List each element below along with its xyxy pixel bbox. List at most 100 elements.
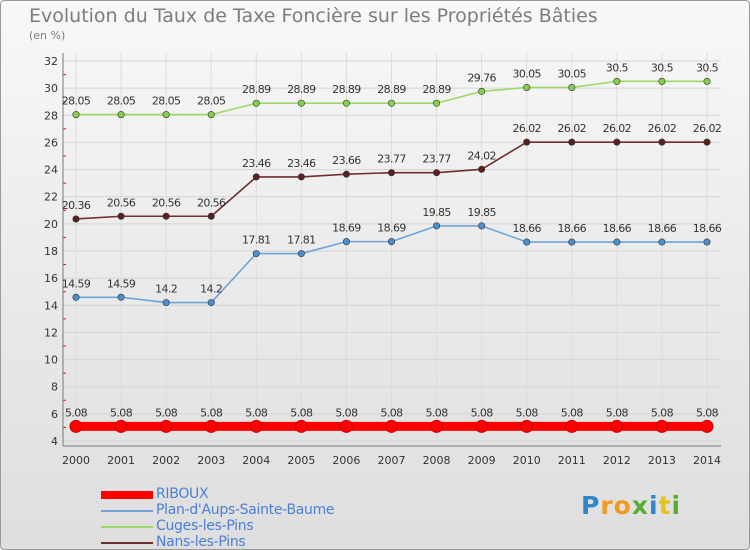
x-tick-label: 2013 <box>648 454 676 467</box>
data-label: 26.02 <box>648 122 677 135</box>
data-label: 23.77 <box>377 153 406 166</box>
legend-label-riboux: RIBOUX <box>156 486 209 502</box>
y-tick-label: 18 <box>44 245 58 258</box>
logo-letter: r <box>600 491 614 520</box>
data-point <box>72 293 80 301</box>
legend-item-riboux: RIBOUX <box>101 486 401 503</box>
data-label: 20.56 <box>152 196 181 209</box>
data-point <box>700 419 714 433</box>
legend-label-plan-d-aups: Plan-d'Aups-Sainte-Baume <box>156 502 335 518</box>
data-label: 26.02 <box>603 122 632 135</box>
data-point <box>613 77 621 85</box>
data-point <box>207 299 215 307</box>
data-point <box>703 77 711 85</box>
data-point <box>523 238 531 246</box>
legend: RIBOUX Plan-d'Aups-Sainte-Baume Cuges-le… <box>101 486 401 550</box>
grid <box>63 53 721 446</box>
data-label: 18.69 <box>377 222 406 235</box>
data-point <box>252 250 260 258</box>
data-label: 14.59 <box>62 277 91 290</box>
data-label: 5.08 <box>245 406 268 419</box>
data-point <box>703 138 711 146</box>
data-point <box>207 111 215 119</box>
legend-label-nans-les-pins: Nans-les-Pins <box>156 534 246 550</box>
data-point <box>249 419 263 433</box>
x-tick-label: 2007 <box>378 454 406 467</box>
data-label: 30.05 <box>558 67 587 80</box>
y-tick-label: 16 <box>44 272 58 285</box>
data-point <box>342 238 350 246</box>
data-label: 17.81 <box>242 234 271 247</box>
data-point <box>72 111 80 119</box>
data-label: 28.89 <box>287 83 316 96</box>
data-label: 5.08 <box>155 406 178 419</box>
data-label: 28.89 <box>332 83 361 96</box>
x-tick-label: 2014 <box>693 454 721 467</box>
data-point <box>655 419 669 433</box>
data-point <box>613 138 621 146</box>
y-tick-label: 30 <box>44 82 58 95</box>
data-label: 26.02 <box>693 122 722 135</box>
y-tick-label: 26 <box>44 136 58 149</box>
data-label: 18.69 <box>332 222 361 235</box>
data-point <box>72 215 80 223</box>
data-point <box>387 99 395 107</box>
data-point <box>430 419 444 433</box>
logo-letter: o <box>613 491 632 520</box>
data-point <box>610 419 624 433</box>
data-point <box>159 419 173 433</box>
data-label: 24.02 <box>467 149 496 162</box>
data-label: 26.02 <box>558 122 587 135</box>
y-tick-label: 32 <box>44 55 58 68</box>
logo-letter: i <box>671 491 682 520</box>
x-tick-label: 2001 <box>107 454 135 467</box>
y-tick-label: 20 <box>44 218 58 231</box>
y-tick-label: 6 <box>51 408 58 421</box>
x-tick-label: 2011 <box>558 454 586 467</box>
y-tick-label: 24 <box>44 164 58 177</box>
y-tick-label: 22 <box>44 191 58 204</box>
logo-letter: x <box>631 491 649 520</box>
data-label: 19.85 <box>467 206 496 219</box>
data-point <box>658 77 666 85</box>
y-tick-label: 4 <box>51 435 58 448</box>
data-label: 14.59 <box>107 277 136 290</box>
data-label: 28.89 <box>242 83 271 96</box>
data-label: 20.36 <box>62 199 91 212</box>
data-point <box>342 170 350 178</box>
data-point <box>204 419 218 433</box>
data-point <box>568 138 576 146</box>
data-label: 28.05 <box>107 95 136 108</box>
data-point <box>114 419 128 433</box>
x-tick-label: 2008 <box>423 454 451 467</box>
data-point <box>658 138 666 146</box>
logo-letter: i <box>649 491 659 520</box>
data-point <box>478 165 486 173</box>
data-label: 5.08 <box>200 406 223 419</box>
data-point <box>568 238 576 246</box>
data-label: 28.05 <box>197 95 226 108</box>
data-label: 28.89 <box>377 83 406 96</box>
data-label: 5.08 <box>290 406 313 419</box>
data-point <box>613 238 621 246</box>
data-labels: 14.59 14.59 14.2 14.2 17.81 17.81 18.69 18.69 19… <box>62 61 723 419</box>
data-label: 29.76 <box>467 71 496 84</box>
data-label: 5.08 <box>380 406 403 419</box>
data-point <box>433 169 441 177</box>
data-label: 5.08 <box>426 406 449 419</box>
data-label: 17.81 <box>287 234 316 247</box>
data-label: 5.08 <box>606 406 629 419</box>
y-tick-label: 14 <box>44 299 58 312</box>
data-point <box>297 250 305 258</box>
data-label: 5.08 <box>65 406 88 419</box>
data-point <box>433 99 441 107</box>
data-label: 23.46 <box>242 157 271 170</box>
data-label: 23.46 <box>287 157 316 170</box>
data-point <box>294 419 308 433</box>
data-label: 5.08 <box>110 406 133 419</box>
proxiti-logo: Proxiti <box>581 491 681 520</box>
data-point <box>162 212 170 220</box>
x-tick-label: 2004 <box>242 454 270 467</box>
data-point <box>523 83 531 91</box>
